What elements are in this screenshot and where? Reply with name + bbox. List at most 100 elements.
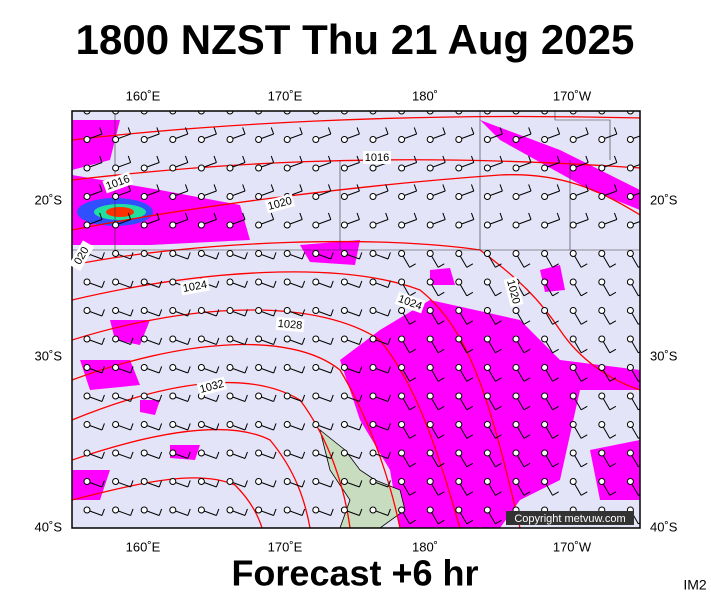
isobar-label: 1020	[503, 276, 524, 308]
barb-flag	[466, 263, 474, 268]
isobar-label-box	[68, 240, 95, 272]
barb-station	[455, 392, 463, 400]
left-axis-label: 40˚S	[35, 519, 63, 534]
barb-flag	[442, 212, 446, 220]
barb-flag	[127, 155, 132, 163]
barb-stem	[373, 111, 375, 112]
barb-station	[255, 221, 263, 229]
barb-station	[169, 307, 177, 314]
barb-flag	[466, 491, 474, 496]
barb-station	[426, 421, 434, 428]
barb-flag	[409, 291, 416, 297]
barb-flag	[244, 394, 248, 402]
barb-flag	[609, 263, 617, 268]
barb-flag	[130, 252, 134, 260]
barb-flag	[215, 451, 220, 459]
barb-flag	[130, 480, 134, 488]
barb-station	[312, 506, 320, 514]
barb-flag	[184, 212, 189, 220]
barb-station	[197, 449, 205, 457]
barb-station	[512, 449, 520, 457]
barb-station	[541, 392, 549, 400]
barb-flag	[495, 434, 502, 439]
barb-flag	[242, 155, 246, 163]
barb-flag	[613, 127, 618, 135]
barb-station	[83, 307, 91, 314]
barb-flag	[609, 320, 617, 325]
barb-station	[369, 392, 377, 400]
barb-stem	[287, 111, 289, 112]
footer: Forecast +6 hr	[231, 553, 478, 594]
barb-flag	[358, 480, 363, 488]
barb-flag	[409, 462, 416, 468]
barb-flag	[130, 309, 134, 317]
barb-station	[569, 421, 577, 428]
barb-flag	[242, 127, 246, 135]
barb-station	[312, 136, 320, 143]
isobar-label-box	[275, 316, 305, 333]
barb-station	[283, 506, 291, 514]
barb-station	[340, 335, 348, 343]
barb-station	[426, 278, 434, 286]
barb-flag	[187, 309, 191, 317]
barb-flag	[442, 155, 446, 163]
barb-station	[598, 136, 606, 143]
barb-flag	[187, 337, 191, 345]
barb-stem	[630, 111, 632, 112]
barb-station	[83, 164, 91, 172]
barb-station	[283, 335, 291, 343]
corner-label: IM2	[683, 577, 707, 593]
barb-station	[197, 478, 205, 485]
isobar-label-text: 1024	[182, 279, 208, 295]
barb-station	[112, 449, 120, 457]
barb-flag	[273, 252, 277, 260]
barb-flag	[556, 212, 561, 220]
barb-flag	[301, 280, 306, 288]
barb-flag	[523, 405, 531, 411]
barb-station	[483, 335, 491, 343]
barb-station	[140, 335, 148, 343]
barb-flag	[580, 320, 588, 325]
barb-flag	[643, 127, 645, 134]
barb-station	[626, 478, 634, 485]
barb-station	[626, 250, 634, 257]
barb-flag	[101, 423, 105, 431]
barb-station	[312, 193, 320, 200]
barb-station	[398, 164, 406, 172]
barb-flag	[613, 212, 618, 220]
barb-station	[426, 164, 434, 172]
barb-flag	[356, 155, 360, 163]
barb-station	[312, 221, 320, 229]
barb-flag	[101, 337, 105, 345]
barb-station	[426, 307, 434, 314]
barb-flag	[466, 291, 474, 297]
barb-flag	[495, 405, 502, 411]
barb-station	[569, 221, 577, 229]
barb-flag	[466, 405, 474, 411]
barb-flag	[552, 462, 559, 468]
barb-station	[369, 278, 377, 286]
barb-flag	[413, 212, 418, 220]
barb-flag	[187, 480, 191, 488]
barb-flag	[130, 337, 134, 345]
barb-station	[83, 221, 91, 229]
isobar-label-box	[264, 193, 296, 214]
barb-station	[426, 250, 434, 257]
barb-station	[541, 136, 549, 143]
barb-flag	[585, 212, 589, 220]
barb-flag	[609, 405, 617, 411]
barb-station	[426, 392, 434, 400]
barb-station	[541, 335, 549, 343]
barb-station	[541, 193, 549, 200]
barb-station	[112, 421, 120, 428]
barb-flag	[330, 423, 334, 431]
barb-station	[226, 136, 234, 143]
barb-flag	[470, 155, 475, 163]
barb-station	[569, 193, 577, 200]
barb-stem	[115, 111, 118, 112]
barb-flag	[609, 434, 617, 439]
barb-flag	[215, 423, 220, 431]
barb-flag	[613, 184, 618, 192]
barb-station	[512, 164, 520, 172]
barb-station	[226, 307, 234, 314]
